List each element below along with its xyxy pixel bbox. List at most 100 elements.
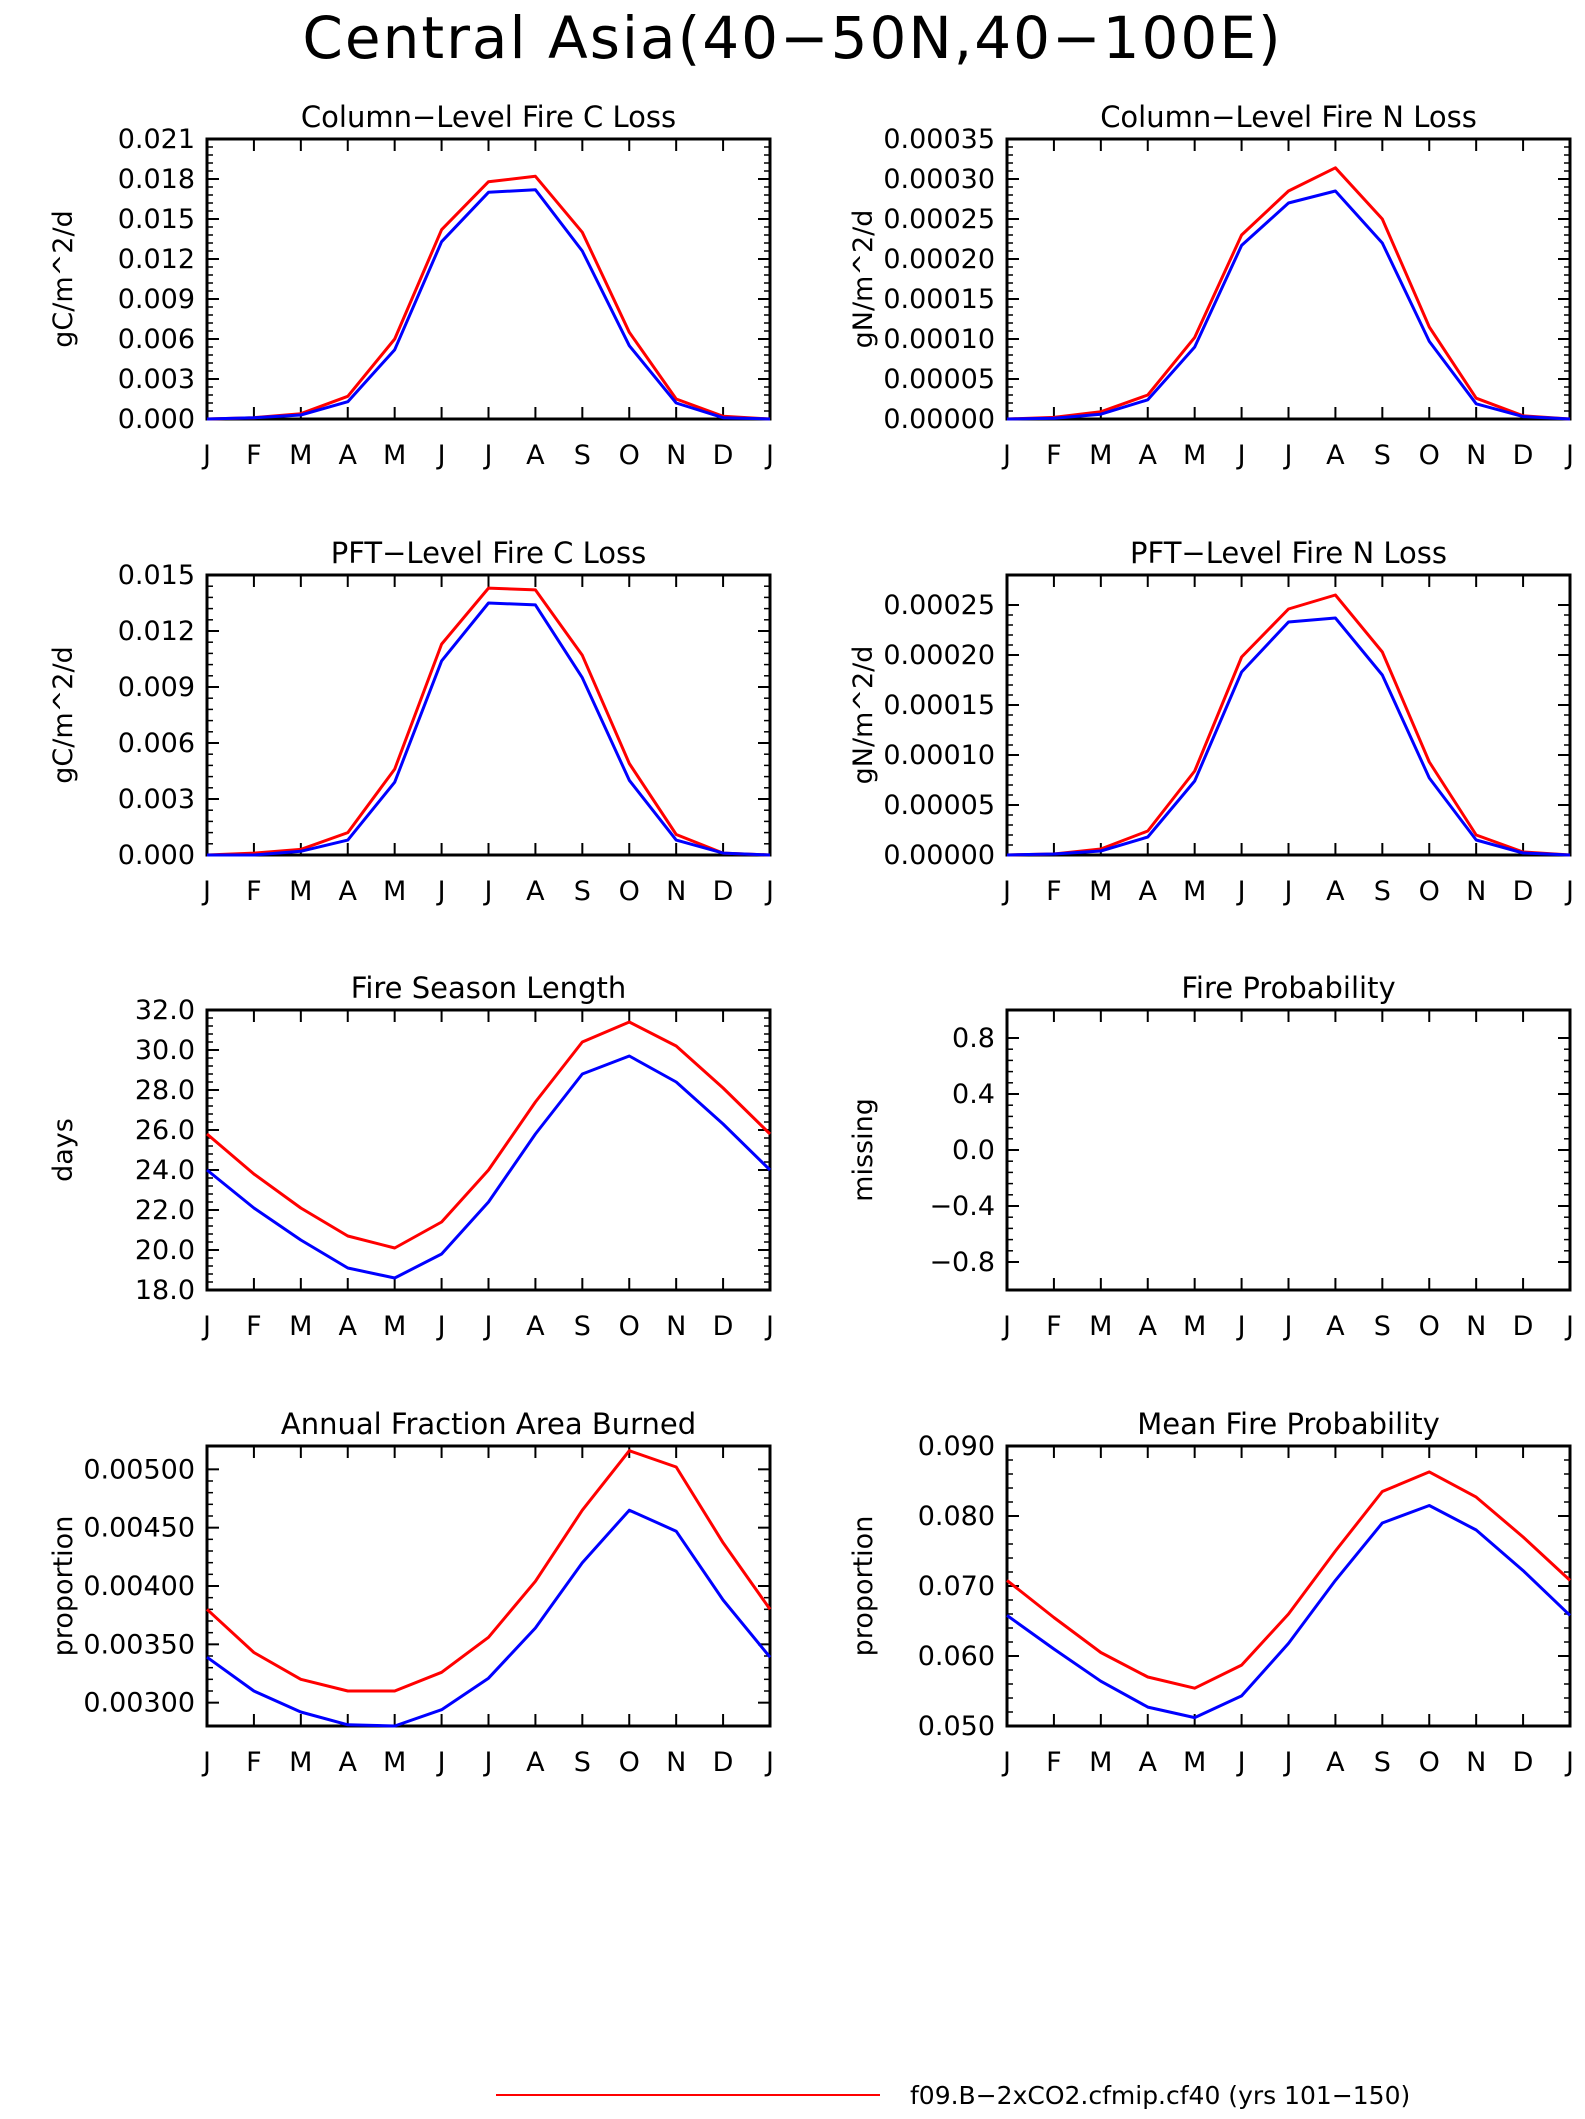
y-tick-label: 0.00000 bbox=[883, 840, 995, 871]
x-tick-label: D bbox=[1513, 876, 1534, 907]
x-tick-label: J bbox=[1236, 1311, 1246, 1342]
y-tick-label: 0.00010 bbox=[883, 324, 995, 355]
x-tick-label: D bbox=[1513, 440, 1534, 471]
x-tick-label: J bbox=[436, 440, 446, 471]
y-tick-label: 18.0 bbox=[135, 1275, 195, 1306]
y-tick-label: 0.003 bbox=[118, 364, 195, 395]
y-tick-label: 0.00035 bbox=[883, 124, 995, 155]
x-tick-label: D bbox=[1513, 1747, 1534, 1778]
series-line-2 bbox=[206, 188, 771, 421]
x-tick-label: F bbox=[1046, 1311, 1062, 1342]
x-tick-label: J bbox=[1236, 440, 1246, 471]
x-tick-label: J bbox=[201, 1747, 211, 1778]
panel-title: Annual Fraction Area Burned bbox=[281, 1407, 696, 1441]
x-tick-label: J bbox=[1564, 1747, 1574, 1778]
y-tick-label: 0.000 bbox=[118, 840, 195, 871]
x-tick-label: J bbox=[1001, 1747, 1011, 1778]
y-tick-label: 0.8 bbox=[952, 1023, 995, 1054]
x-tick-label: M bbox=[1089, 1747, 1112, 1778]
x-tick-label: O bbox=[1419, 1747, 1440, 1778]
x-tick-label: N bbox=[1466, 440, 1486, 471]
panel-title: Fire Season Length bbox=[351, 971, 626, 1005]
y-tick-label: 24.0 bbox=[135, 1155, 195, 1186]
y-tick-label: 0.00000 bbox=[883, 404, 995, 435]
y-tick-label: 0.00020 bbox=[883, 640, 995, 671]
y-tick-label: 0.050 bbox=[918, 1711, 995, 1742]
x-tick-label: J bbox=[483, 1747, 493, 1778]
panel-title: Column−Level Fire N Loss bbox=[1100, 100, 1477, 134]
x-tick-label: J bbox=[1001, 1311, 1011, 1342]
x-tick-label: M bbox=[383, 1311, 406, 1342]
series-line-1 bbox=[1006, 166, 1571, 421]
y-tick-label: 22.0 bbox=[135, 1195, 195, 1226]
x-tick-label: M bbox=[1089, 1311, 1112, 1342]
x-tick-label: M bbox=[289, 876, 312, 907]
x-tick-label: M bbox=[289, 1311, 312, 1342]
x-tick-label: A bbox=[1326, 1747, 1345, 1778]
x-tick-label: F bbox=[1046, 440, 1062, 471]
x-tick-label: M bbox=[1183, 1747, 1206, 1778]
x-tick-label: M bbox=[383, 876, 406, 907]
y-tick-label: 0.00030 bbox=[883, 164, 995, 195]
series-line-1 bbox=[1006, 1470, 1572, 1690]
x-tick-label: A bbox=[1326, 440, 1345, 471]
series-line-2 bbox=[1006, 616, 1571, 857]
y-tick-label: 0.00500 bbox=[83, 1454, 195, 1485]
x-tick-label: M bbox=[289, 440, 312, 471]
y-tick-label: 0.00400 bbox=[83, 1571, 195, 1602]
x-tick-label: F bbox=[1046, 1747, 1062, 1778]
y-tick-label: 20.0 bbox=[135, 1235, 195, 1266]
y-tick-label: 0.009 bbox=[118, 672, 195, 703]
x-tick-label: M bbox=[289, 1747, 312, 1778]
y-axis-label: gC/m^2/d bbox=[48, 210, 79, 347]
x-tick-label: J bbox=[1236, 876, 1246, 907]
x-tick-label: O bbox=[619, 440, 640, 471]
x-tick-label: A bbox=[1326, 876, 1345, 907]
y-tick-label: 0.018 bbox=[118, 164, 195, 195]
panel-title: Column−Level Fire C Loss bbox=[301, 100, 676, 134]
x-tick-label: A bbox=[526, 1311, 545, 1342]
y-tick-label: 0.00450 bbox=[83, 1513, 195, 1544]
plot-frame bbox=[205, 1444, 772, 1728]
y-tick-label: 0.00015 bbox=[883, 284, 995, 315]
plot-frame bbox=[1005, 137, 1572, 421]
series-line-2 bbox=[206, 1054, 772, 1280]
x-tick-label: J bbox=[436, 876, 446, 907]
y-tick-label: 0.00005 bbox=[883, 364, 995, 395]
x-tick-label: A bbox=[339, 440, 358, 471]
panel-title: PFT−Level Fire C Loss bbox=[331, 536, 647, 570]
y-tick-label: 0.012 bbox=[118, 616, 195, 647]
x-tick-label: O bbox=[619, 1747, 640, 1778]
series-line-1 bbox=[206, 1020, 772, 1250]
x-tick-label: N bbox=[666, 440, 686, 471]
panel-title: PFT−Level Fire N Loss bbox=[1130, 536, 1447, 570]
y-tick-label: 0.00010 bbox=[883, 740, 995, 771]
x-tick-label: A bbox=[1139, 1311, 1158, 1342]
x-tick-label: F bbox=[246, 876, 262, 907]
y-tick-label: −0.8 bbox=[929, 1247, 995, 1278]
y-tick-label: 0.090 bbox=[918, 1431, 995, 1462]
series-line-2 bbox=[1006, 1504, 1572, 1720]
y-axis-label: gN/m^2/d bbox=[848, 210, 879, 349]
x-tick-label: J bbox=[1001, 876, 1011, 907]
x-tick-label: M bbox=[1183, 876, 1206, 907]
x-tick-label: N bbox=[666, 1311, 686, 1342]
y-tick-label: 0.00025 bbox=[883, 204, 995, 235]
y-tick-label: 0.00005 bbox=[883, 790, 995, 821]
x-tick-label: J bbox=[436, 1747, 446, 1778]
x-tick-label: A bbox=[1139, 440, 1158, 471]
y-axis-label: missing bbox=[848, 1098, 879, 1202]
y-tick-label: 0.000 bbox=[118, 404, 195, 435]
series-line-2 bbox=[206, 1508, 772, 1728]
legend: f09.B−2xCO2.cfmip.cf40 (yrs 101−150) bbox=[496, 2081, 1410, 2110]
x-tick-label: J bbox=[1564, 1311, 1574, 1342]
x-tick-label: D bbox=[713, 440, 734, 471]
plot-frame bbox=[205, 1008, 772, 1292]
plot-frame bbox=[1005, 573, 1572, 857]
x-tick-label: S bbox=[1374, 1311, 1391, 1342]
x-tick-label: J bbox=[764, 440, 774, 471]
y-tick-label: 26.0 bbox=[135, 1115, 195, 1146]
panel-title: Mean Fire Probability bbox=[1137, 1407, 1440, 1441]
